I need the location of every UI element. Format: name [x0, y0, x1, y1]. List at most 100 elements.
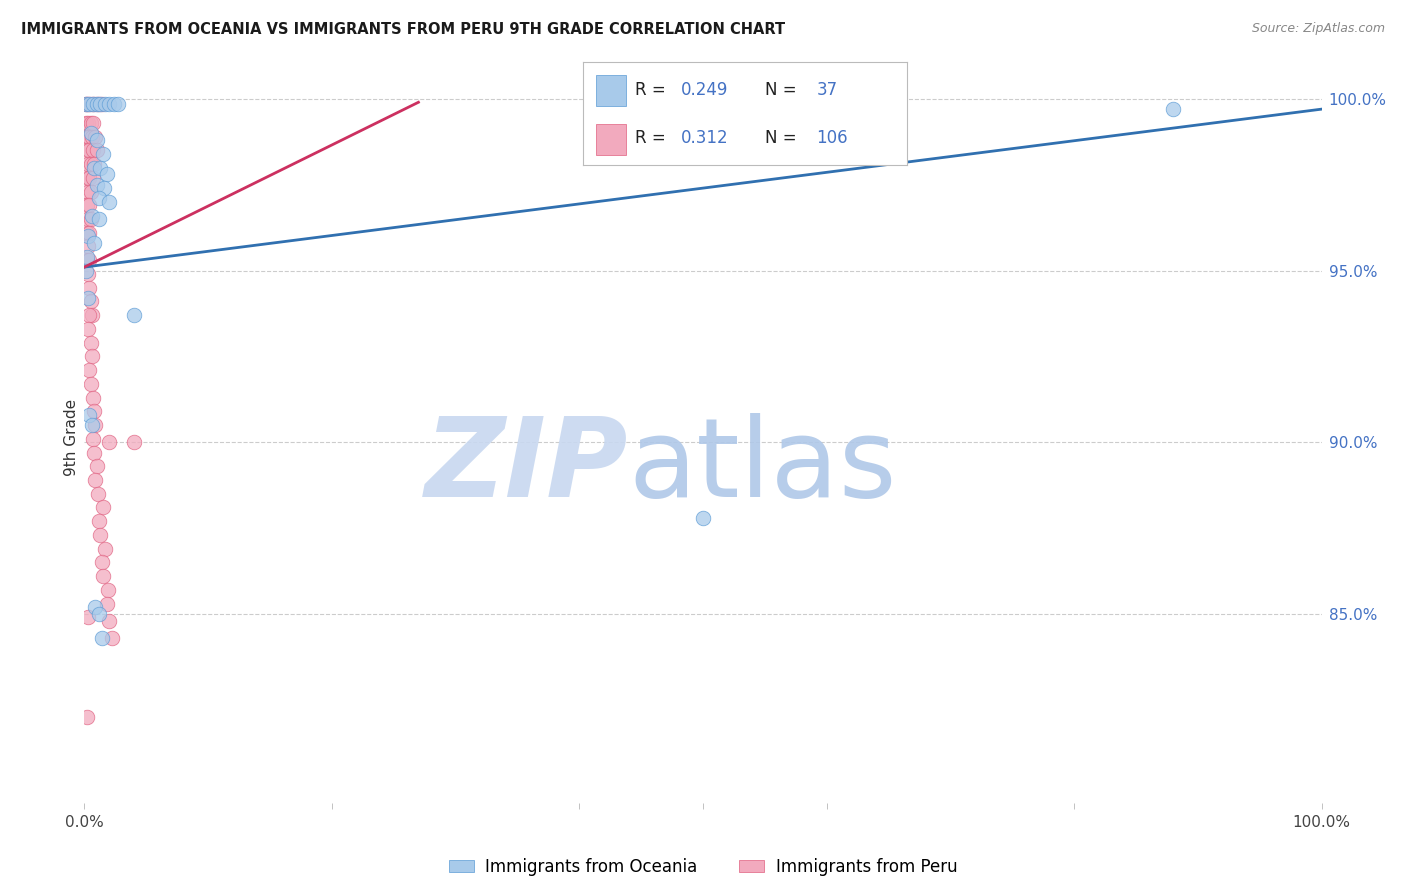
Point: [82, 144, 104, 158]
Point: [107, 97, 129, 112]
Point: [77, 239, 100, 253]
Point: [79, 129, 101, 144]
Point: [90, 631, 112, 645]
Point: [96, 167, 118, 181]
Point: [98, 194, 121, 209]
Point: [76, 226, 98, 240]
Point: [94, 97, 117, 112]
Point: [86, 144, 108, 158]
Point: [75, 116, 97, 130]
Point: [89, 212, 111, 227]
Point: [80, 129, 103, 144]
Point: [98, 435, 121, 450]
Legend: Immigrants from Oceania, Immigrants from Peru: Immigrants from Oceania, Immigrants from…: [441, 851, 965, 882]
Text: R =: R =: [636, 81, 671, 99]
Point: [84, 129, 107, 144]
Point: [83, 97, 105, 112]
Point: [83, 445, 105, 459]
Text: 0.249: 0.249: [681, 81, 728, 99]
Point: [76, 170, 98, 185]
Point: [86, 97, 108, 112]
Point: [75, 97, 97, 112]
Point: [77, 322, 100, 336]
Point: [77, 229, 100, 244]
Point: [76, 129, 98, 144]
Point: [79, 116, 101, 130]
Point: [79, 185, 101, 199]
Y-axis label: 9th Grade: 9th Grade: [63, 399, 79, 475]
Point: [76, 144, 98, 158]
Point: [83, 235, 105, 250]
Text: N =: N =: [765, 81, 796, 99]
Point: [77, 267, 100, 281]
Point: [100, 631, 122, 645]
Point: [82, 432, 104, 446]
Text: ZIP: ZIP: [425, 413, 628, 520]
Point: [76, 97, 98, 112]
Point: [89, 161, 111, 175]
Point: [77, 291, 100, 305]
Point: [77, 116, 100, 130]
Text: IMMIGRANTS FROM OCEANIA VS IMMIGRANTS FROM PERU 9TH GRADE CORRELATION CHART: IMMIGRANTS FROM OCEANIA VS IMMIGRANTS FR…: [21, 22, 785, 37]
Point: [98, 614, 121, 628]
Point: [77, 157, 100, 171]
Point: [1161, 102, 1184, 116]
Point: [94, 541, 117, 556]
Point: [90, 556, 112, 570]
Point: [79, 170, 101, 185]
Point: [90, 97, 112, 112]
Point: [79, 126, 101, 140]
Point: [84, 418, 107, 433]
Text: 37: 37: [817, 81, 838, 99]
Point: [103, 97, 125, 112]
Point: [122, 308, 145, 322]
Point: [91, 500, 114, 515]
Point: [79, 308, 101, 322]
FancyBboxPatch shape: [596, 124, 626, 155]
Point: [79, 281, 101, 295]
Point: [82, 116, 104, 130]
Point: [692, 510, 714, 524]
Point: [76, 710, 98, 724]
Point: [91, 146, 114, 161]
Point: [79, 157, 101, 171]
Point: [96, 597, 118, 611]
Point: [79, 253, 101, 268]
Point: [82, 391, 104, 405]
Point: [89, 97, 111, 112]
Point: [75, 97, 97, 112]
Point: [84, 600, 107, 615]
Point: [79, 226, 101, 240]
Point: [86, 97, 108, 112]
Text: 106: 106: [817, 129, 848, 147]
Point: [852, 102, 875, 116]
Point: [98, 97, 121, 112]
Point: [89, 97, 111, 112]
Text: N =: N =: [765, 129, 796, 147]
Point: [79, 294, 101, 309]
Point: [80, 97, 103, 112]
Point: [77, 610, 100, 624]
Point: [79, 408, 101, 422]
Point: [80, 350, 103, 364]
Point: [76, 250, 98, 264]
Point: [89, 514, 111, 528]
FancyBboxPatch shape: [596, 75, 626, 105]
Text: atlas: atlas: [628, 413, 897, 520]
Point: [77, 212, 100, 227]
Point: [80, 418, 103, 433]
Point: [79, 144, 101, 158]
Point: [82, 170, 104, 185]
Point: [93, 181, 115, 195]
Point: [79, 376, 101, 391]
Point: [76, 198, 98, 212]
Point: [97, 582, 120, 597]
Point: [80, 308, 103, 322]
Point: [80, 209, 103, 223]
Point: [79, 97, 101, 112]
Point: [79, 198, 101, 212]
Point: [76, 253, 98, 268]
Point: [83, 404, 105, 418]
Point: [86, 178, 108, 192]
Point: [79, 97, 101, 112]
